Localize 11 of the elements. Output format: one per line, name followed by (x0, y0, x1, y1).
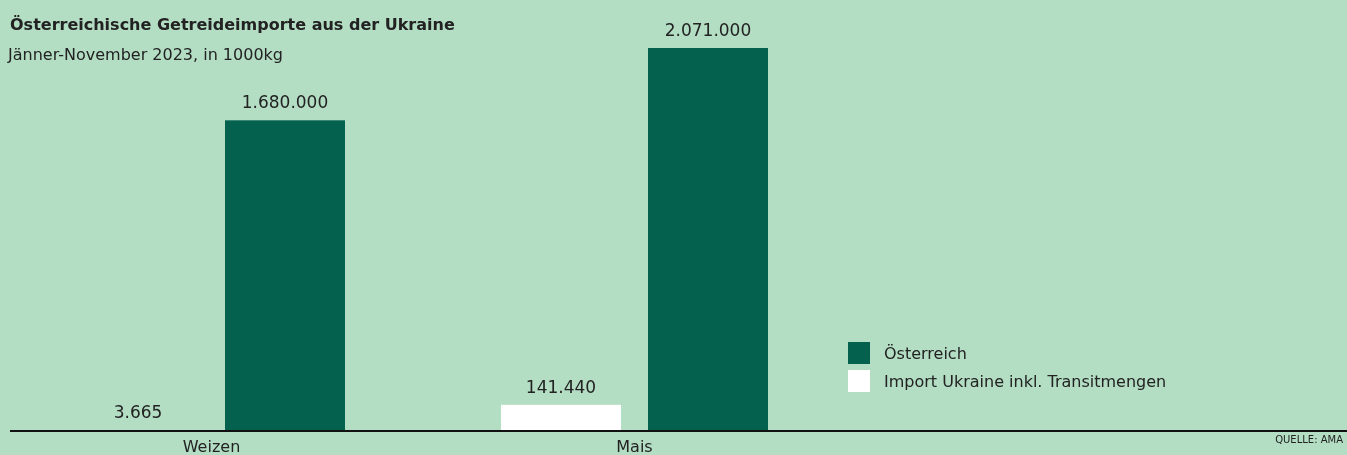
data-label: 1.680.000 (241, 92, 329, 113)
x-tick-label: Mais (616, 437, 653, 455)
chart-subtitle: Jänner-November 2023, in 1000kg (7, 45, 283, 64)
data-label: 3.665 (113, 402, 163, 423)
x-tick-label: Weizen (182, 437, 241, 455)
chart-title: Österreichische Getreideimporte aus der Ukraine (10, 15, 455, 34)
legend-label: Import Ukraine inkl. Transitmengen (884, 372, 1167, 391)
data-label: 2.071.000 (664, 20, 752, 40)
legend-label: Österreich (884, 344, 967, 363)
data-label: 141.440 (525, 376, 597, 397)
source-note: QUELLE: AMA (1275, 434, 1344, 445)
